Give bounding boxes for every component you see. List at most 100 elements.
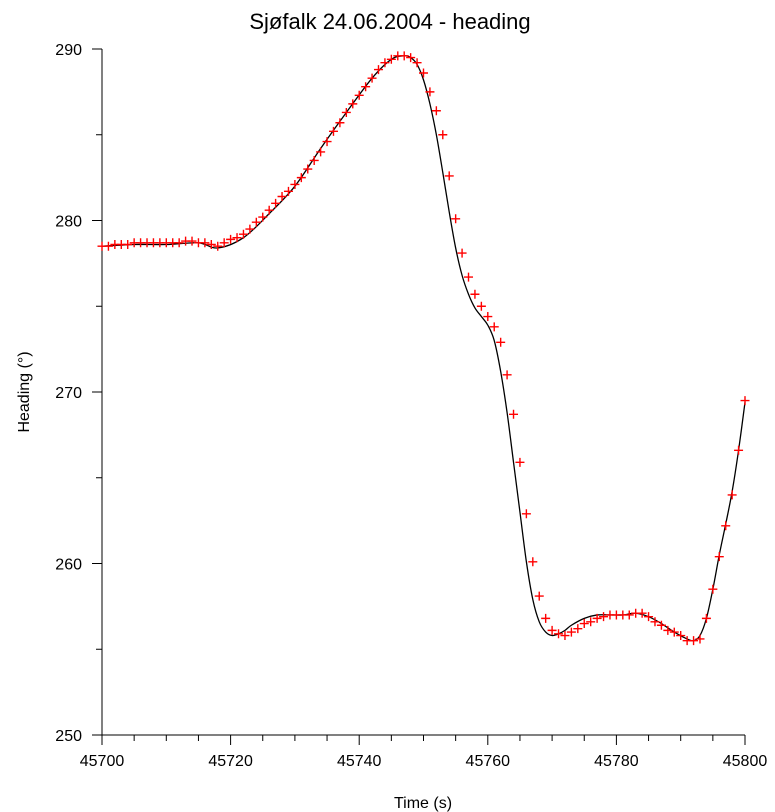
data-point-marker bbox=[444, 171, 454, 181]
data-point-marker bbox=[502, 370, 512, 380]
data-point-marker bbox=[734, 445, 744, 455]
x-tick-label: 45700 bbox=[80, 753, 125, 770]
y-tick-label: 270 bbox=[55, 385, 82, 402]
data-point-marker bbox=[354, 90, 364, 100]
y-tick-label: 260 bbox=[55, 557, 82, 574]
data-point-marker bbox=[406, 53, 416, 63]
data-point-marker bbox=[740, 396, 750, 406]
data-point-marker bbox=[676, 631, 686, 641]
data-point-marker bbox=[644, 612, 654, 622]
data-point-marker bbox=[566, 627, 576, 637]
axes bbox=[92, 48, 746, 745]
data-point-marker bbox=[123, 240, 133, 250]
data-point-marker bbox=[103, 241, 113, 251]
data-point-marker bbox=[560, 631, 570, 641]
data-point-marker bbox=[238, 229, 248, 239]
data-point-marker bbox=[373, 65, 383, 75]
data-point-marker bbox=[541, 613, 551, 623]
y-axis-label: Heading (°) bbox=[16, 351, 33, 432]
data-point-marker bbox=[669, 627, 679, 637]
y-tick-label: 280 bbox=[55, 214, 82, 231]
data-point-marker bbox=[721, 521, 731, 531]
data-point-marker bbox=[258, 212, 268, 222]
data-point-marker bbox=[509, 409, 519, 419]
heading-line bbox=[101, 55, 746, 642]
data-point-marker bbox=[277, 191, 287, 201]
data-point-marker bbox=[271, 198, 281, 208]
data-point-marker bbox=[316, 147, 326, 157]
data-point-marker bbox=[335, 118, 345, 128]
data-point-marker bbox=[251, 217, 261, 227]
data-point-marker bbox=[419, 68, 428, 78]
data-point-marker bbox=[245, 224, 255, 234]
data-point-marker bbox=[174, 238, 184, 248]
data-point-marker bbox=[348, 99, 358, 109]
data-point-marker bbox=[206, 240, 216, 250]
data-point-marker bbox=[701, 613, 711, 623]
data-point-marker bbox=[264, 205, 274, 215]
x-tick-label: 45780 bbox=[594, 753, 639, 770]
data-point-marker bbox=[187, 236, 197, 246]
data-point-marker bbox=[579, 619, 589, 629]
data-point-marker bbox=[226, 234, 236, 244]
data-point-marker bbox=[425, 87, 435, 97]
data-point-marker bbox=[650, 617, 660, 627]
data-point-marker bbox=[303, 164, 313, 174]
data-point-marker bbox=[695, 634, 705, 644]
series-markers-group bbox=[97, 51, 750, 646]
data-point-marker bbox=[457, 248, 467, 258]
data-point-marker bbox=[656, 620, 666, 630]
series-line-group bbox=[101, 55, 746, 642]
data-point-marker bbox=[727, 490, 737, 500]
data-point-marker bbox=[412, 58, 422, 68]
data-point-marker bbox=[451, 214, 461, 224]
data-point-marker bbox=[528, 557, 538, 567]
data-point-marker bbox=[496, 337, 506, 347]
data-point-marker bbox=[386, 54, 396, 64]
data-point-marker bbox=[322, 137, 332, 147]
data-point-marker bbox=[554, 629, 564, 639]
data-point-marker bbox=[464, 272, 474, 282]
data-point-marker bbox=[547, 625, 557, 635]
data-point-marker bbox=[380, 58, 390, 68]
data-point-marker bbox=[586, 617, 596, 627]
data-point-marker bbox=[483, 312, 493, 322]
y-tick-label: 290 bbox=[55, 42, 82, 59]
data-point-marker bbox=[689, 636, 699, 646]
data-point-marker bbox=[213, 241, 223, 251]
data-point-marker bbox=[515, 457, 525, 467]
data-point-marker bbox=[663, 625, 673, 635]
chart-title: Sjøfalk 24.06.2004 - heading bbox=[249, 9, 530, 34]
x-tick-label: 45740 bbox=[337, 753, 382, 770]
data-point-marker bbox=[283, 186, 293, 196]
data-point-marker bbox=[521, 509, 531, 519]
data-point-marker bbox=[573, 624, 583, 634]
y-tick-label: 250 bbox=[55, 728, 82, 745]
data-point-marker bbox=[624, 610, 634, 620]
data-point-marker bbox=[708, 584, 718, 594]
data-point-marker bbox=[200, 238, 210, 248]
data-point-marker bbox=[290, 179, 300, 189]
data-point-marker bbox=[599, 612, 609, 622]
data-point-marker bbox=[431, 106, 441, 116]
data-point-marker bbox=[714, 552, 724, 562]
data-point-marker bbox=[489, 322, 499, 332]
data-point-marker bbox=[534, 591, 544, 601]
data-point-marker bbox=[232, 233, 242, 243]
data-point-marker bbox=[592, 613, 602, 623]
data-point-marker bbox=[367, 73, 377, 83]
x-axis-label: Time (s) bbox=[394, 795, 452, 812]
data-point-marker bbox=[438, 130, 448, 140]
data-point-marker bbox=[399, 51, 409, 61]
data-point-marker bbox=[476, 301, 486, 311]
data-point-marker bbox=[328, 126, 338, 136]
data-point-marker bbox=[309, 155, 319, 165]
tick-labels: 45700 45720 45740 45760 45780 45800 250 260 270 2… bbox=[55, 42, 767, 770]
x-tick-label: 45760 bbox=[466, 753, 511, 770]
x-tick-label: 45800 bbox=[723, 753, 768, 770]
data-point-marker bbox=[637, 608, 647, 618]
x-tick-label: 45720 bbox=[208, 753, 253, 770]
data-point-marker bbox=[296, 173, 306, 183]
data-point-marker bbox=[341, 107, 351, 117]
